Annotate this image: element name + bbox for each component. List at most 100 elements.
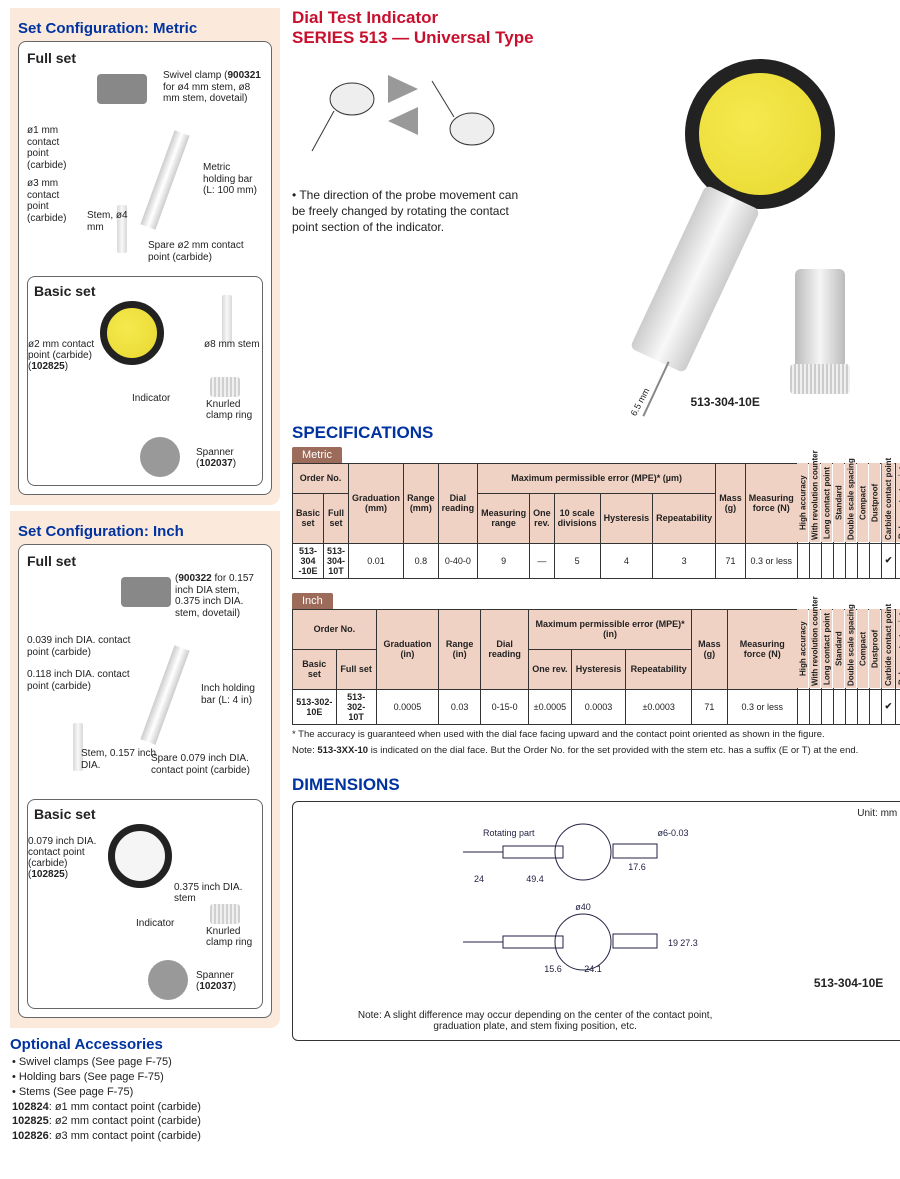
- hero-model-label: 513-304-10E: [542, 395, 900, 409]
- spanner-shape-inch: [148, 960, 188, 1000]
- acc-item: • Holding bars (See page F-75): [12, 1070, 280, 1085]
- th-grad-in: Graduation (in): [376, 609, 438, 689]
- dimensions-box: Unit: mm 24 49.4 17.6 ø40 15: [292, 801, 900, 1041]
- th-dblscale: Double scale spacing: [845, 463, 857, 543]
- svg-text:24.1: 24.1: [584, 964, 602, 974]
- svg-text:Rotating part: Rotating part: [483, 828, 535, 838]
- th-mass-in: Mass (g): [692, 609, 728, 689]
- stem8-label: ø8 mm stem: [204, 339, 262, 350]
- accessories-list: • Swivel clamps (See page F-75) • Holdin…: [10, 1055, 280, 1144]
- svg-text:15.6: 15.6: [544, 964, 562, 974]
- indicator-label: Indicator: [132, 393, 170, 404]
- dimensions-heading: DIMENSIONS: [292, 775, 900, 795]
- inch-full-set-box: Full set (900322 for 0.157 inch DIA stem…: [18, 544, 272, 1018]
- footnote-2: Note: 513-3XX-10 is indicated on the dia…: [292, 745, 900, 757]
- knurled-label-inch: Knurled clamp ring: [206, 926, 262, 948]
- cp2-label: ø2 mm contact point (carbide) (102825): [28, 339, 98, 372]
- cp079-label: 0.079 inch DIA. contact point (carbide) …: [28, 836, 98, 880]
- holding-bar-shape: [140, 130, 189, 229]
- th-revcount: With revolution counter: [809, 463, 821, 543]
- th-onerev: One rev.: [530, 493, 555, 543]
- carbide-check: ✔: [881, 543, 896, 578]
- stem8-shape: [222, 295, 232, 343]
- full-set-title: Full set: [27, 50, 263, 66]
- acc-item: • Swivel clamps (See page F-75): [12, 1055, 280, 1070]
- th-compact: Compact: [857, 463, 869, 543]
- svg-text:19: 19: [668, 938, 678, 948]
- th-tenscale: 10 scale divisions: [554, 493, 600, 543]
- th-measrange: Measuring range: [478, 493, 530, 543]
- metric-config-section: Set Configuration: Metric Full set Swive…: [10, 8, 280, 505]
- svg-text:24: 24: [474, 874, 484, 884]
- swivel-clamp-shape: [97, 74, 147, 104]
- svg-text:ø6-0.03: ø6-0.03: [657, 828, 688, 838]
- metric-full-diagram: Swivel clamp (900321 for ø4 mm stem, ø8 …: [27, 70, 263, 270]
- acc-item: • Stems (See page F-75): [12, 1085, 280, 1100]
- holding-bar-label-inch: Inch holding bar (L: 4 in): [201, 683, 263, 706]
- th-carbide: Carbide contact point: [881, 463, 896, 543]
- product-photo: 6.5 mm: [605, 59, 845, 389]
- th-range-in: Range (in): [439, 609, 481, 689]
- cp3-label: ø3 mm contact point (carbide): [27, 178, 82, 224]
- metric-spec-table: Order No. Graduation (mm) Range (mm) Dia…: [292, 463, 900, 579]
- svg-text:ø40: ø40: [575, 902, 591, 912]
- main-content: Dial Test Indicator SERIES 513 — Univers…: [292, 8, 900, 1144]
- cp1-label: ø1 mm contact point (carbide): [27, 125, 82, 171]
- metric-basic-set-box: Basic set ø2 mm contact point (carbide) …: [27, 276, 263, 486]
- metric-config-heading: Set Configuration: Metric: [18, 20, 272, 37]
- th-hyst: Hysteresis: [600, 493, 653, 543]
- left-sidebar: Set Configuration: Metric Full set Swive…: [10, 8, 280, 1144]
- hero-right: 6.5 mm 513-304-10E: [542, 59, 900, 409]
- metric-data-row: 513-304 -10E 513-304-10T 0.01 0.8 0-40-0…: [293, 543, 900, 578]
- th-force: Measuring force (N): [745, 463, 797, 543]
- indicator-dial-shape-inch: [108, 824, 172, 888]
- rotation-svg: [292, 59, 512, 179]
- acc-code-item: 102824: ø1 mm contact point (carbide): [12, 1100, 280, 1115]
- hero-bullet-note: The direction of the probe movement can …: [292, 187, 532, 236]
- probe-rotation-diagram: [292, 59, 532, 179]
- spanner-label-inch: Spanner (102037): [196, 970, 256, 992]
- basic-set-title-inch: Basic set: [34, 806, 256, 822]
- indicator-label-inch: Indicator: [136, 918, 174, 929]
- full-set-title-inch: Full set: [27, 553, 263, 569]
- th-standard: Standard: [833, 463, 845, 543]
- inch-spec-table: Order No. Graduation (in) Range (in) Dia…: [292, 609, 900, 725]
- th-mpe: Maximum permissible error (MPE)* (µm): [478, 463, 716, 493]
- th-longcp: Long contact point: [821, 463, 833, 543]
- hero-row: The direction of the probe movement can …: [292, 59, 900, 409]
- metric-tab: Metric: [292, 447, 342, 463]
- inch-config-section: Set Configuration: Inch Full set (900322…: [10, 511, 280, 1028]
- inch-basic-set-box: Basic set 0.079 inch DIA. contact point …: [27, 799, 263, 1009]
- svg-text:17.6: 17.6: [628, 862, 646, 872]
- dimension-drawing: 24 49.4 17.6 ø40 15.6 24.1 19 27.3 ø6-0.…: [303, 812, 733, 1012]
- th-ruby: Ruby contact point: [896, 463, 900, 543]
- dim-model-label: 513-304-10E: [814, 976, 883, 990]
- swivel-clamp-label-inch: (900322 for 0.157 inch DIA stem, 0.375 i…: [175, 573, 263, 619]
- spanner-shape: [140, 437, 180, 477]
- th-force-in: Measuring force (N): [727, 609, 797, 689]
- inch-tab: Inch: [292, 593, 333, 609]
- swivel-clamp-label: Swivel clamp (900321 for ø4 mm stem, ø8 …: [163, 70, 263, 105]
- acc-code-item: 102826: ø3 mm contact point (carbide): [12, 1129, 280, 1144]
- spec-heading: SPECIFICATIONS: [292, 423, 900, 443]
- th-order-no-in: Order No.: [293, 609, 377, 649]
- svg-text:49.4: 49.4: [526, 874, 544, 884]
- dim-note: Note: A slight difference may occur depe…: [343, 1010, 727, 1032]
- stem-shape: [795, 269, 845, 369]
- cp118-label: 0.118 inch DIA. contact point (carbide): [27, 669, 142, 692]
- stem4-label: Stem, ø4 mm: [87, 210, 135, 233]
- knurl-shape: [210, 377, 240, 397]
- cp039-label: 0.039 inch DIA. contact point (carbide): [27, 635, 137, 658]
- th-grad: Graduation (mm): [349, 463, 404, 543]
- spare2-label: Spare ø2 mm contact point (carbide): [148, 240, 263, 263]
- th-mpe-in: Maximum permissible error (MPE)* (in): [529, 609, 692, 649]
- th-mass: Mass (g): [716, 463, 746, 543]
- inch-data-row: 513-302-10E 513-302-10T 0.0005 0.03 0-15…: [293, 689, 900, 724]
- spare079-label: Spare 0.079 inch DIA. contact point (car…: [151, 753, 263, 776]
- knurl-shape-inch: [210, 904, 240, 924]
- th-dustproof: Dustproof: [869, 463, 881, 543]
- th-range: Range (mm): [404, 463, 439, 543]
- stem375-label: 0.375 inch DIA. stem: [174, 882, 262, 904]
- hero-left: The direction of the probe movement can …: [292, 59, 532, 236]
- th-dial: Dial reading: [438, 463, 478, 543]
